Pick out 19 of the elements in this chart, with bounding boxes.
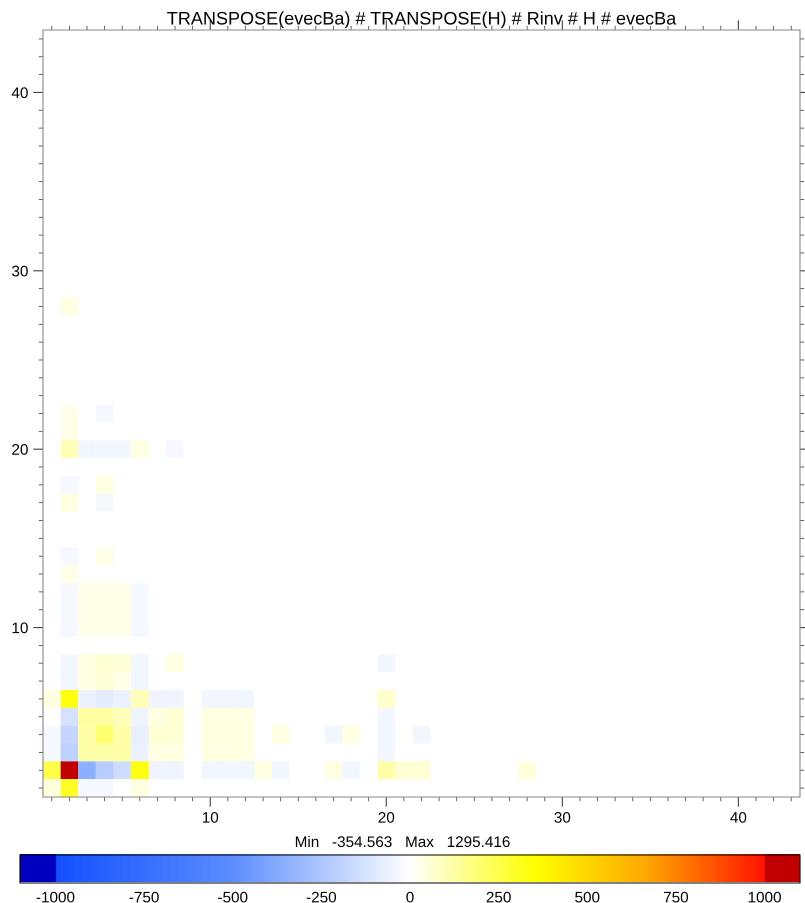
color-bar-label: 500 bbox=[575, 892, 600, 903]
text: Min -354.563 Max 1295.416 bbox=[296, 836, 510, 848]
color-bar-label: 750 bbox=[664, 892, 688, 903]
y-tick-label: 30 bbox=[12, 266, 28, 276]
color-bar-label: 1000 bbox=[748, 892, 781, 903]
y-tick-label: 40 bbox=[12, 87, 28, 98]
color-bar-label: -1000 bbox=[36, 892, 74, 903]
x-tick-label: 20 bbox=[378, 812, 394, 823]
x-tick-label: 30 bbox=[554, 812, 570, 823]
x-tick-label: 40 bbox=[730, 812, 746, 823]
y-tick-label: 10 bbox=[12, 622, 28, 634]
color-bar-label: -750 bbox=[129, 892, 159, 903]
color-bar-label: 250 bbox=[486, 892, 511, 903]
color-bar-label: -250 bbox=[306, 892, 336, 903]
color-bar-label: -500 bbox=[218, 892, 248, 903]
y-tick-label: 20 bbox=[12, 444, 28, 455]
color-bar-label: 0 bbox=[406, 892, 414, 903]
chart-title: TRANSPOSE(evecBa) # TRANSPOSE(H) # Rinv # H # evecBa bbox=[167, 11, 676, 28]
x-tick-label: 10 bbox=[202, 812, 218, 823]
